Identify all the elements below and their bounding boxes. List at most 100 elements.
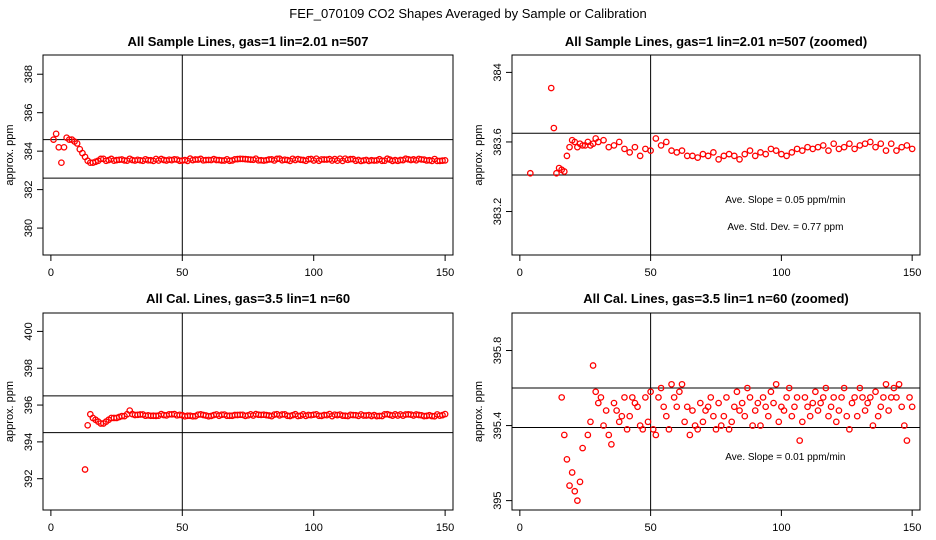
- data-point: [58, 159, 65, 167]
- data-point: [846, 425, 853, 433]
- data-point: [877, 140, 885, 148]
- data-point: [657, 384, 665, 392]
- data-point: [859, 394, 866, 401]
- data-point: [547, 84, 555, 92]
- data-point: [806, 412, 814, 420]
- data-point: [767, 388, 775, 396]
- y-tick-label: 395.8: [492, 337, 504, 365]
- x-tick-label: 100: [305, 522, 323, 534]
- y-axis-label: approx. ppm: [473, 124, 485, 185]
- data-point: [652, 431, 660, 439]
- x-tick-label: 100: [305, 267, 323, 279]
- data-point: [791, 403, 798, 411]
- data-point: [783, 394, 790, 401]
- x-tick-label: 150: [903, 522, 921, 534]
- data-point: [676, 388, 683, 396]
- data-point: [770, 399, 777, 407]
- data-point: [759, 394, 767, 401]
- y-axis-label: approx. ppm: [473, 381, 485, 442]
- data-point: [780, 407, 788, 414]
- x-tick-label: 50: [644, 267, 656, 279]
- data-point: [715, 399, 722, 407]
- data-point: [665, 425, 673, 433]
- data-point: [838, 394, 845, 401]
- stats-annotation: Ave. Slope = 0.05 ppm/min: [725, 195, 845, 206]
- data-point: [610, 142, 618, 149]
- data-point: [877, 403, 885, 411]
- data-point: [798, 147, 806, 155]
- data-point: [441, 157, 449, 164]
- data-point: [631, 143, 639, 151]
- y-tick-label: 380: [23, 219, 35, 237]
- data-point: [741, 412, 749, 420]
- y-tick-label: 392: [23, 470, 35, 488]
- data-point: [840, 143, 848, 151]
- data-point: [660, 403, 668, 411]
- x-tick-label: 0: [517, 267, 523, 279]
- data-point: [793, 394, 801, 401]
- chart-panel-1: All Sample Lines, gas=1 lin=2.01 n=507 0 5…: [4, 34, 454, 279]
- data-point: [81, 466, 89, 473]
- data-point: [626, 149, 634, 156]
- plot-frame: [511, 312, 921, 511]
- data-point: [817, 399, 824, 407]
- data-point: [615, 418, 623, 426]
- data-point: [683, 403, 691, 411]
- data-point: [851, 145, 858, 153]
- x-tick-label: 50: [644, 522, 656, 534]
- y-tick-label: 386: [23, 104, 35, 122]
- panel-title: All Sample Lines, gas=1 lin=2.01 n=507 (…: [565, 34, 867, 49]
- data-point: [649, 425, 657, 433]
- data-point: [717, 422, 725, 429]
- data-point: [662, 412, 670, 420]
- data-point: [644, 418, 652, 426]
- data-point: [801, 394, 809, 401]
- data-point: [526, 169, 534, 177]
- y-tick-label: 384: [492, 63, 504, 81]
- data-point: [749, 422, 756, 429]
- data-point: [720, 412, 728, 420]
- data-point: [704, 403, 712, 411]
- data-point: [55, 143, 63, 151]
- data-point: [906, 394, 913, 401]
- data-point: [866, 394, 874, 401]
- x-tick-label: 150: [903, 267, 921, 279]
- data-point: [757, 422, 764, 429]
- data-point: [772, 147, 780, 155]
- data-point: [613, 407, 620, 414]
- data-point: [830, 140, 838, 148]
- data-point: [699, 418, 707, 426]
- data-point: [723, 394, 730, 401]
- data-point: [571, 487, 579, 495]
- y-tick-label: 388: [23, 65, 35, 83]
- panel-title: All Sample Lines, gas=1 lin=2.01 n=507: [128, 34, 369, 49]
- data-point: [814, 407, 822, 414]
- data-point: [594, 399, 602, 407]
- data-point: [655, 394, 662, 401]
- data-point: [673, 403, 681, 411]
- data-point: [846, 140, 853, 148]
- plot-frame: [42, 312, 454, 511]
- data-point: [775, 418, 783, 426]
- data-point: [819, 394, 827, 401]
- data-point: [754, 399, 762, 407]
- y-tick-label: 383.6: [492, 128, 504, 156]
- data-point: [602, 407, 610, 414]
- panel-title: All Cal. Lines, gas=3.5 lin=1 n=60 (zoom…: [583, 291, 849, 306]
- data-point: [84, 421, 92, 429]
- data-point: [843, 412, 851, 420]
- data-point: [890, 384, 898, 392]
- data-point: [704, 152, 712, 160]
- x-tick-label: 100: [772, 267, 790, 279]
- data-point: [623, 425, 631, 433]
- data-point: [898, 403, 906, 411]
- data-point: [895, 380, 903, 388]
- x-tick-label: 50: [176, 522, 188, 534]
- data-point: [662, 138, 670, 146]
- data-point: [887, 140, 895, 148]
- data-point: [634, 403, 641, 411]
- data-point: [615, 138, 623, 146]
- x-tick-label: 50: [176, 267, 188, 279]
- data-point: [592, 388, 600, 396]
